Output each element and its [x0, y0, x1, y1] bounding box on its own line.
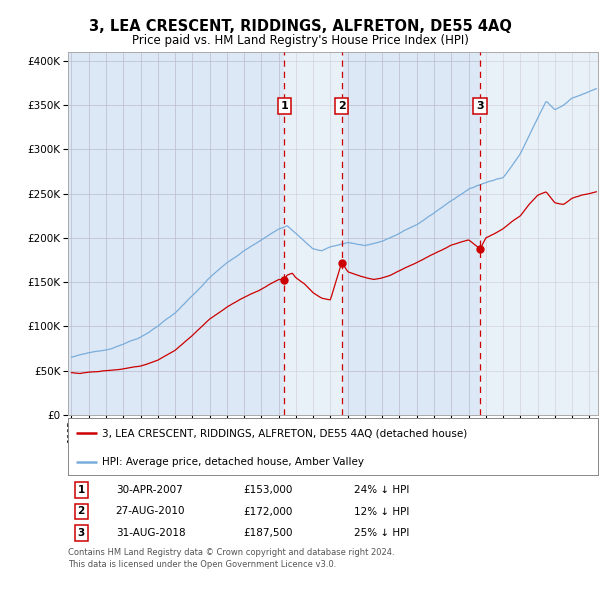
Text: £153,000: £153,000	[243, 485, 292, 495]
Text: HPI: Average price, detached house, Amber Valley: HPI: Average price, detached house, Ambe…	[103, 457, 364, 467]
Text: 12% ↓ HPI: 12% ↓ HPI	[354, 506, 410, 516]
Text: Price paid vs. HM Land Registry's House Price Index (HPI): Price paid vs. HM Land Registry's House …	[131, 34, 469, 47]
Text: This data is licensed under the Open Government Licence v3.0.: This data is licensed under the Open Gov…	[68, 560, 337, 569]
Text: Contains HM Land Registry data © Crown copyright and database right 2024.: Contains HM Land Registry data © Crown c…	[68, 548, 395, 557]
Text: 3: 3	[476, 101, 484, 111]
Text: 2: 2	[338, 101, 346, 111]
Text: £187,500: £187,500	[243, 528, 292, 538]
Bar	[480, 52, 598, 415]
Text: 3: 3	[77, 528, 85, 538]
Bar	[284, 52, 341, 415]
Text: 3, LEA CRESCENT, RIDDINGS, ALFRETON, DE55 4AQ (detached house): 3, LEA CRESCENT, RIDDINGS, ALFRETON, DE5…	[103, 428, 468, 438]
Text: 30-APR-2007: 30-APR-2007	[116, 485, 182, 495]
Text: £172,000: £172,000	[243, 506, 292, 516]
Text: 27-AUG-2010: 27-AUG-2010	[116, 506, 185, 516]
Text: 31-AUG-2018: 31-AUG-2018	[116, 528, 185, 538]
Text: 1: 1	[280, 101, 288, 111]
Text: 24% ↓ HPI: 24% ↓ HPI	[354, 485, 410, 495]
Text: 25% ↓ HPI: 25% ↓ HPI	[354, 528, 410, 538]
Text: 1: 1	[77, 485, 85, 495]
Text: 2: 2	[77, 506, 85, 516]
Text: 3, LEA CRESCENT, RIDDINGS, ALFRETON, DE55 4AQ: 3, LEA CRESCENT, RIDDINGS, ALFRETON, DE5…	[89, 19, 511, 34]
